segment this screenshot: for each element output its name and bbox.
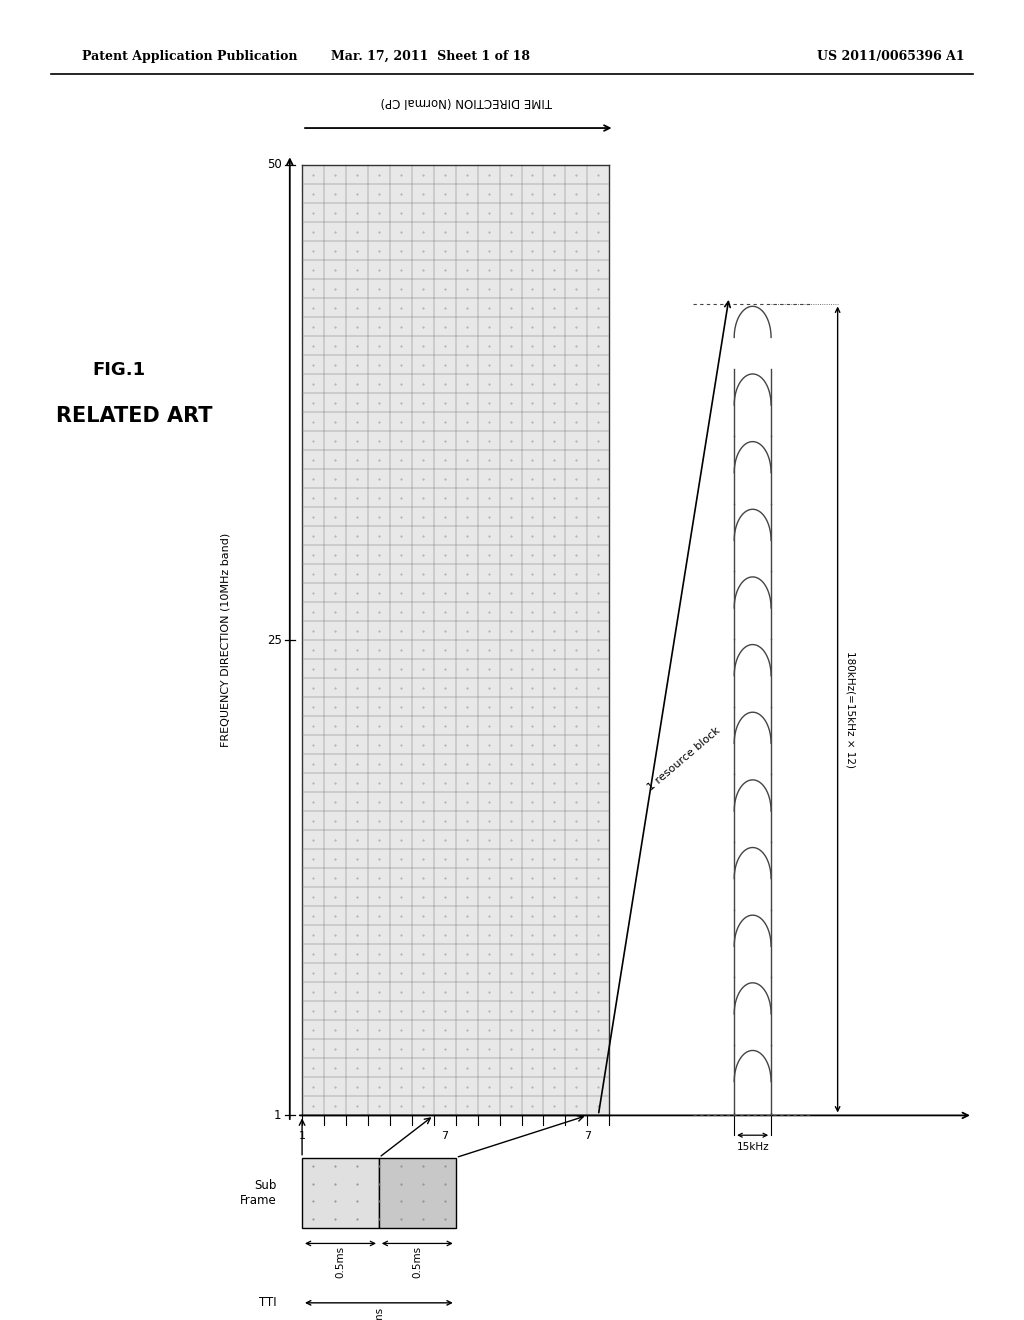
Text: FREQUENCY DIRECTION (10MHz band): FREQUENCY DIRECTION (10MHz band) bbox=[220, 533, 230, 747]
Bar bbox=[302, 165, 609, 1115]
Text: 7: 7 bbox=[441, 1131, 449, 1142]
Text: 1 resource block: 1 resource block bbox=[646, 726, 722, 792]
Text: 0.5ms: 0.5ms bbox=[413, 1246, 422, 1278]
Text: TIME DIRECTION (Normal CP): TIME DIRECTION (Normal CP) bbox=[380, 95, 552, 108]
Text: 1: 1 bbox=[299, 1131, 305, 1142]
Bar bbox=[379, 1158, 456, 1228]
Text: 25: 25 bbox=[266, 634, 282, 647]
Text: TTI: TTI bbox=[259, 1296, 276, 1309]
Text: RELATED ART: RELATED ART bbox=[56, 405, 213, 426]
Text: 50: 50 bbox=[267, 158, 282, 172]
Text: 1.0ms: 1.0ms bbox=[374, 1305, 384, 1320]
Text: 1: 1 bbox=[274, 1109, 282, 1122]
Text: Sub
Frame: Sub Frame bbox=[240, 1179, 276, 1206]
Text: 15kHz: 15kHz bbox=[736, 1142, 769, 1152]
Text: 180kHz(=15kHz × 12): 180kHz(=15kHz × 12) bbox=[846, 651, 856, 768]
Text: 7: 7 bbox=[584, 1131, 591, 1142]
Text: US 2011/0065396 A1: US 2011/0065396 A1 bbox=[817, 50, 965, 63]
Text: 0.5ms: 0.5ms bbox=[336, 1246, 345, 1278]
Text: Mar. 17, 2011  Sheet 1 of 18: Mar. 17, 2011 Sheet 1 of 18 bbox=[331, 50, 529, 63]
Text: FIG.1: FIG.1 bbox=[92, 360, 145, 379]
Bar bbox=[302, 1158, 379, 1228]
Text: Patent Application Publication: Patent Application Publication bbox=[82, 50, 297, 63]
